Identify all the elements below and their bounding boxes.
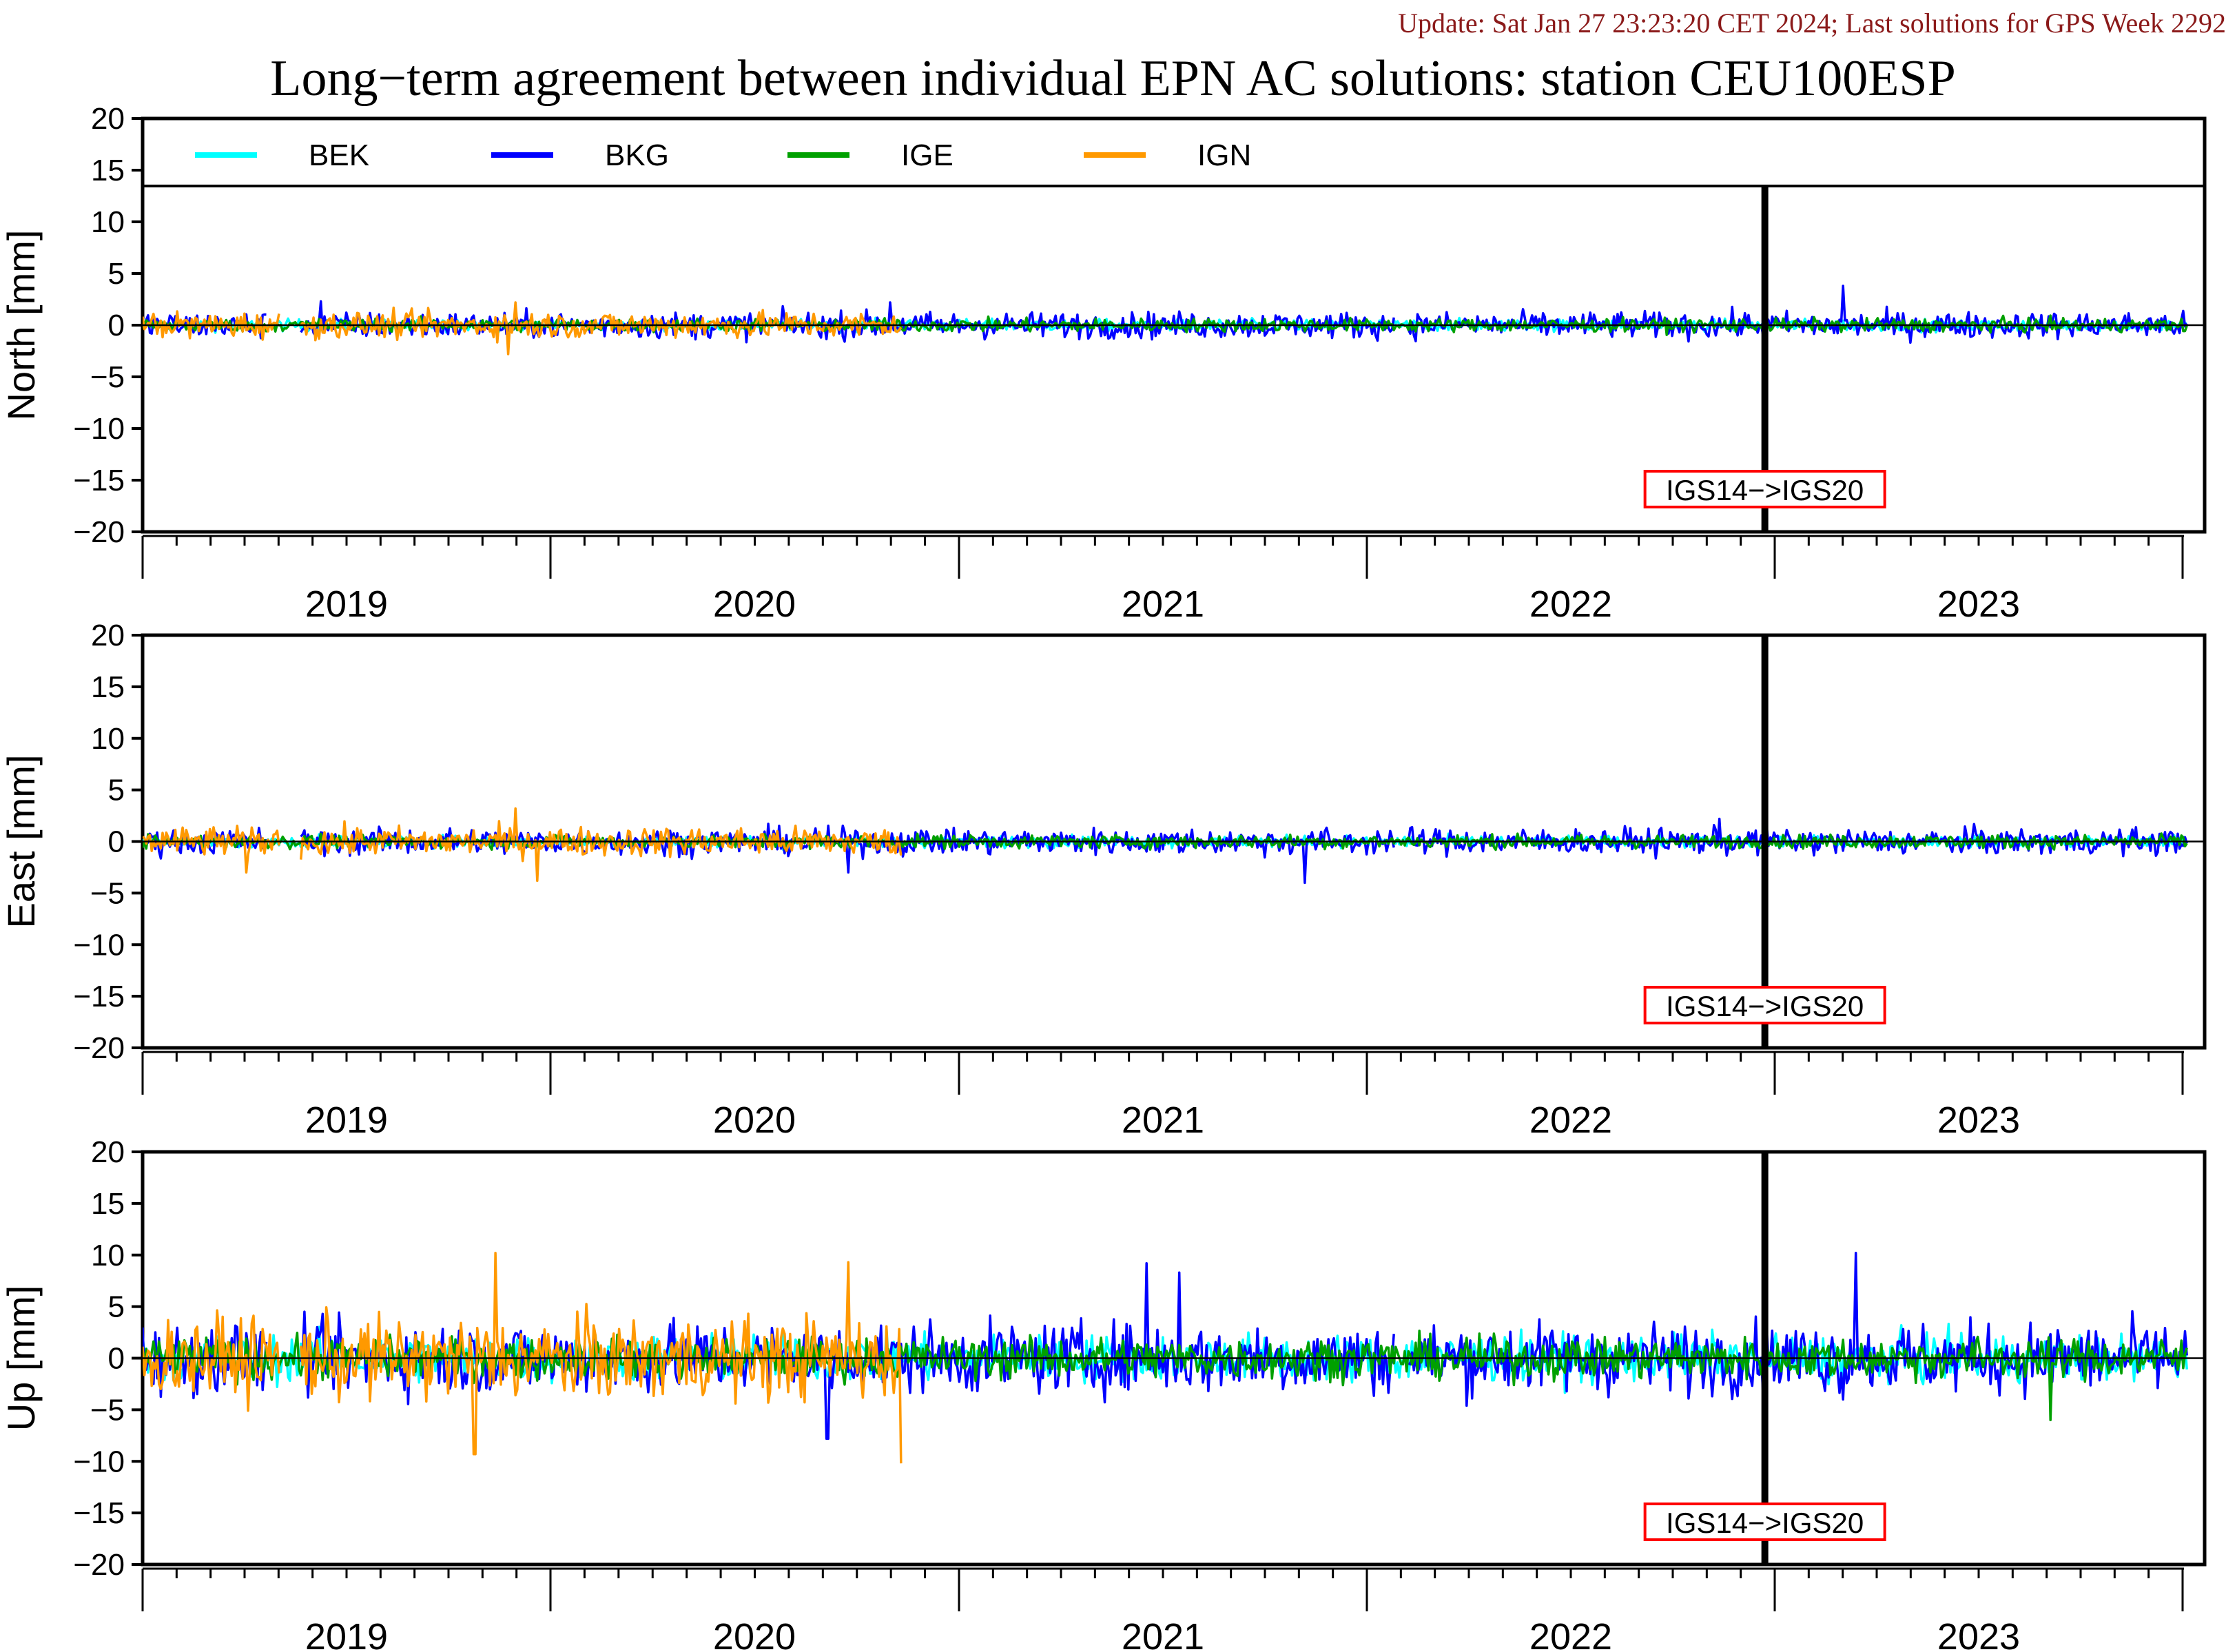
y-tick-label: −10 [73,928,125,962]
y-tick-label: 5 [108,257,125,291]
y-tick-label: 15 [91,154,125,187]
x-tick-label: 2019 [305,1616,388,1652]
y-tick-label: 15 [91,1187,125,1221]
y-tick-label: 20 [91,619,125,652]
y-tick-label: −5 [90,360,125,394]
x-tick-label: 2021 [1122,1616,1204,1652]
y-tick-label: 10 [91,1239,125,1272]
series-line-bkg [1408,1252,2188,1407]
y-tick-label: −15 [73,980,125,1013]
y-tick-label: −10 [73,412,125,446]
panel-north: BEK BKG IGE IGN 20 15 10 5 0 −5 −10 −15 −20 North [mm… [0,102,2207,625]
reference-annotation-box [1643,986,1886,1024]
y-tick-label: −10 [73,1445,125,1478]
y-tick-label: 5 [108,774,125,807]
panel-east: 20 15 10 5 0 −5 −10 −15 −20 East [mm] 2019 2020 2021… [0,619,2207,1141]
x-tick-label: 2020 [713,1099,796,1141]
reference-annotation-box [1643,1503,1886,1541]
y-tick-label: 20 [91,102,125,136]
update-stamp: Update: Sat Jan 27 23:23:20 CET 2024; La… [1398,8,2226,39]
x-tick-label: 2020 [713,1616,796,1652]
panel-up: 20 15 10 5 0 −5 −10 −15 −20 Up [mm] 2019 2020 2021 20… [0,1135,2207,1652]
y-tick-label: −15 [73,1496,125,1530]
series-line-bkg [1407,285,2188,344]
y-tick-label: 0 [108,1342,125,1376]
y-tick-label: −20 [73,1548,125,1582]
y-tick-label: −20 [73,1031,125,1065]
y-tick-label: −5 [90,1393,125,1427]
series-line-ign [299,807,903,882]
series-line-bkg [300,823,1395,885]
x-tick-label: 2021 [1122,1099,1204,1141]
x-tick-label: 2021 [1122,584,1204,625]
reference-annotation-label: IGS14−>IGS20 [1666,474,1864,506]
x-tick-label: 2022 [1529,1616,1612,1652]
series-group [143,285,2188,355]
x-tick-label: 2019 [305,584,388,625]
x-tick-label: 2023 [1937,1616,2020,1652]
series-group [143,807,2188,885]
y-tick-label: −15 [73,464,125,497]
y-tick-label: 20 [91,1135,125,1169]
x-tick-label: 2023 [1937,1099,2020,1141]
legend-label-bkg: BKG [605,138,669,172]
y-axis-label: North [mm] [0,230,43,421]
y-axis-label: East [mm] [0,754,43,928]
y-axis-label: Up [mm] [0,1286,43,1432]
x-tick-label: 2019 [305,1099,388,1141]
y-tick-label: 0 [108,825,125,859]
legend-label-ign: IGN [1197,138,1251,172]
series-line-ign [300,301,903,355]
y-tick-label: 0 [108,309,125,342]
x-tick-label: 2023 [1937,584,2020,625]
series-line-ign [143,824,280,874]
x-tick-label: 2022 [1529,1099,1612,1141]
chart-title: Long−term agreement between individual E… [270,50,1956,107]
y-tick-label: 10 [91,722,125,756]
series-line-ign [143,1309,280,1412]
x-tick-label: 2020 [713,584,796,625]
reference-annotation-box [1643,470,1886,508]
y-tick-label: 10 [91,205,125,239]
x-tick-label: 2022 [1529,584,1612,625]
y-tick-label: 15 [91,670,125,704]
y-tick-label: 5 [108,1290,125,1324]
legend-label-bek: BEK [309,138,369,172]
reference-annotation-label: IGS14−>IGS20 [1666,1507,1864,1539]
series-line-ign [299,1252,903,1464]
legend-label-ige: IGE [901,138,954,172]
y-tick-label: −20 [73,515,125,549]
y-tick-label: −5 [90,876,125,910]
reference-annotation-label: IGS14−>IGS20 [1666,990,1864,1022]
